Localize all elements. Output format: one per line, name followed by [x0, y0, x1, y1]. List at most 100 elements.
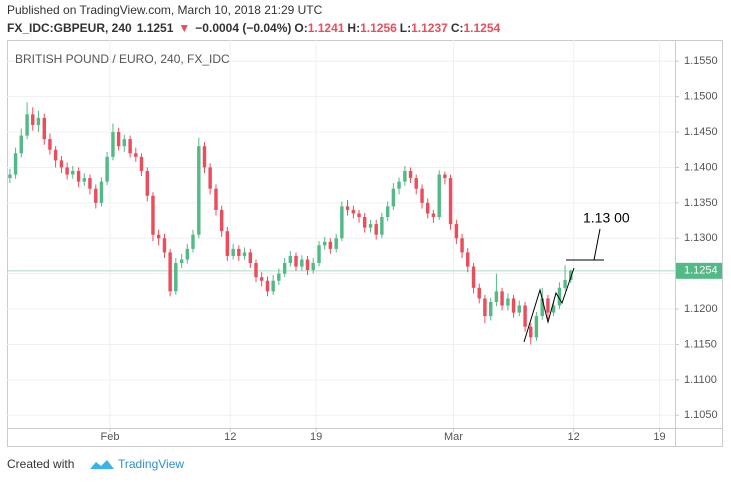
- candle-body: [254, 263, 258, 278]
- candle-body: [506, 298, 510, 306]
- candle-body: [362, 217, 367, 228]
- candle-body: [42, 117, 46, 140]
- candle-body: [13, 153, 18, 175]
- annotation: 1.13 00: [583, 210, 630, 226]
- x-tick-label: 19: [310, 431, 322, 443]
- candle-body: [546, 298, 550, 313]
- y-tick-label: 1.1200: [684, 303, 718, 315]
- candle-body: [294, 255, 298, 267]
- candle-body: [500, 291, 504, 306]
- change-arrow: ▼: [178, 21, 190, 35]
- last-price-label: 1.1254: [684, 265, 718, 277]
- candle-body: [408, 170, 413, 179]
- footer-brand[interactable]: TradingView: [118, 457, 184, 471]
- drawing-zigzag: [523, 267, 575, 343]
- candle-body: [277, 273, 281, 281]
- candle-body: [334, 238, 338, 249]
- y-tick-label: 1.1500: [684, 91, 718, 103]
- candle-body: [202, 146, 207, 168]
- chart-title: BRITISH POUND / EURO, 240, FX_IDC: [15, 52, 230, 66]
- candle-body: [454, 224, 459, 239]
- candle-body: [534, 316, 539, 338]
- ohlc-value: 1.1254: [464, 21, 501, 35]
- candle-body: [483, 298, 487, 317]
- candle-body: [151, 195, 155, 235]
- candle-body: [219, 209, 224, 232]
- y-tick-label: 1.1100: [684, 374, 717, 386]
- candle-body: [385, 206, 390, 218]
- candle-body: [271, 280, 275, 292]
- candle-body: [19, 135, 23, 154]
- y-tick-label: 1.1350: [684, 197, 718, 209]
- candle-body: [128, 139, 132, 154]
- candle-body: [59, 160, 64, 168]
- candle-body: [420, 188, 424, 203]
- candle-body: [328, 241, 333, 249]
- candle-body: [288, 255, 293, 264]
- candle-body: [88, 178, 92, 189]
- y-tick-label: 1.1550: [684, 55, 718, 67]
- candle-body: [511, 298, 516, 313]
- candle-body: [414, 178, 418, 189]
- candle-body: [551, 305, 556, 313]
- candle-body: [225, 231, 230, 256]
- candle-body: [25, 114, 29, 136]
- candle-body: [145, 170, 150, 196]
- candle-body: [317, 245, 321, 264]
- candle-body: [311, 263, 315, 271]
- candle-body: [53, 149, 58, 161]
- y-tick-label: 1.1300: [684, 232, 718, 244]
- candle-body: [71, 170, 75, 175]
- candle-body: [517, 305, 521, 313]
- symbol-line: FX_IDC:GBPEUR, 240 1.1251 ▼ −0.0004 (−0.04%…: [7, 21, 501, 35]
- candle-body: [99, 181, 104, 203]
- candle-body: [391, 188, 396, 207]
- published: Published on TradingView.com, March 10, …: [7, 3, 323, 17]
- candle-body: [76, 170, 81, 182]
- last-price-box: [676, 262, 722, 279]
- candle-body: [540, 298, 544, 317]
- candle-body: [36, 117, 41, 125]
- candle-body: [563, 280, 567, 288]
- chart-frame: [7, 40, 723, 447]
- brand-logo: [90, 460, 114, 469]
- plot-area: 1.10501.11001.11501.12001.12501.13001.13…: [7, 40, 718, 443]
- candle-body: [31, 114, 35, 125]
- candle-body: [65, 167, 69, 175]
- candle-body: [111, 132, 115, 157]
- candle-body: [340, 206, 344, 239]
- candle-body: [345, 206, 350, 210]
- x-tick-label: 12: [568, 431, 580, 443]
- candle-body: [94, 188, 98, 203]
- candle-body: [139, 156, 144, 171]
- y-tick-label: 1.1400: [684, 161, 718, 173]
- candle-body: [237, 248, 241, 256]
- candle-body: [122, 139, 127, 147]
- candle-body: [242, 252, 247, 256]
- candle-body: [82, 178, 86, 182]
- candle-body: [265, 280, 270, 292]
- candle-body: [448, 178, 453, 225]
- candle-body: [557, 287, 562, 306]
- candle-body: [368, 224, 373, 228]
- candle-body: [397, 181, 401, 189]
- candle-body: [191, 234, 195, 249]
- ohlc-key: O:: [294, 21, 307, 35]
- candle-body: [403, 170, 407, 182]
- candle-body: [185, 248, 190, 260]
- x-tick-label: 19: [653, 431, 665, 443]
- candle-body: [529, 326, 533, 338]
- drawing-line: [593, 228, 601, 261]
- candle-body: [179, 259, 184, 264]
- candle-body: [374, 224, 378, 235]
- candle-body: [494, 291, 499, 302]
- candle-body: [305, 259, 310, 271]
- candle-body: [174, 263, 178, 292]
- candle-body: [48, 139, 52, 150]
- candle-body: [431, 213, 436, 218]
- candle-body: [460, 238, 464, 253]
- candle-body: [426, 202, 430, 214]
- y-tick-label: 1.1050: [684, 409, 718, 421]
